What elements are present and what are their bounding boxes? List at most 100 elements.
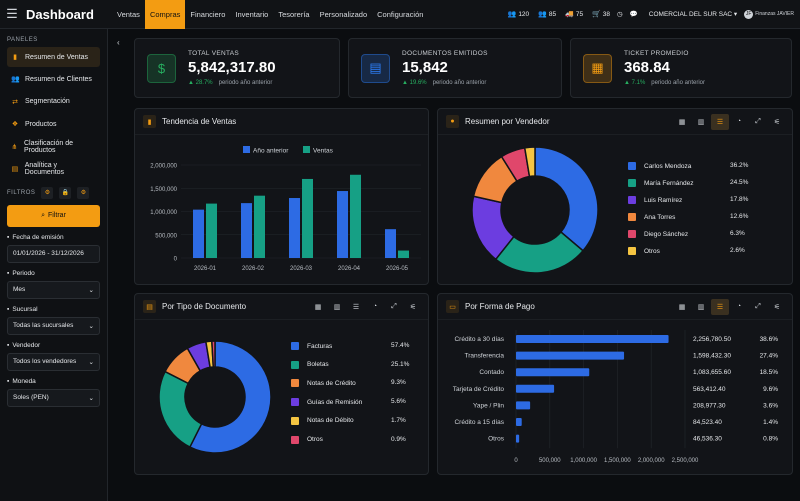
filter-button-label: Filtrar	[48, 212, 66, 220]
bar-chart-icon[interactable]: ▥	[697, 303, 705, 311]
document-donut	[158, 340, 272, 454]
filter-select[interactable]: Mes ⌄	[7, 280, 100, 299]
legend-row: Otros	[628, 247, 660, 255]
pie-chart-icon[interactable]: ◔	[736, 118, 742, 125]
legend-percent: 36.2%	[730, 162, 749, 169]
hbar-chart-icon[interactable]: ☰	[711, 298, 729, 315]
legend-row: Carlos Mendoza	[628, 162, 691, 170]
top-right: 👥 120 👥 85 🚚 75 🛒 38 ◷ 💬 COMERCIAL DEL SUR SAC …	[508, 9, 800, 19]
sidebar-item[interactable]: ▮ Resumen de Ventas	[7, 47, 100, 67]
legend-percent: 1.7%	[391, 416, 406, 424]
category-label: Transferencia	[465, 353, 505, 360]
sidebar-item[interactable]: ⇄ Segmentación	[7, 92, 100, 112]
legend-label: Ana Torres	[644, 213, 676, 221]
nav-item[interactable]: Compras	[144, 0, 186, 29]
chevron-down-icon: ⌄	[88, 322, 94, 330]
chat-icon[interactable]: 💬	[629, 11, 638, 18]
panel-vendedor: ● Resumen por Vendedor ▦ ▥ ☰ ◔ ⤢ ⚟ Carlo…	[437, 108, 793, 285]
clock-icon[interactable]: ◷	[617, 11, 623, 18]
search-icon: ⌕	[41, 211, 46, 219]
filter-label-icon: ▪	[7, 233, 10, 241]
avatar: JF	[744, 9, 754, 19]
category-label: Otros	[488, 436, 505, 443]
kpi-card: $ TOTAL VENTAS 5,842,317.80 ▲ 28.7% periodo …	[134, 38, 340, 98]
main-nav: Ventas Compras Financiero Inventario Tesorer…	[112, 0, 428, 29]
kpi-sub: ▲ 7.1% periodo año anterior	[624, 80, 705, 86]
legend-label: Carlos Mendoza	[644, 162, 692, 170]
legend-percent: 9.3%	[391, 379, 406, 387]
bar-chart-icon[interactable]: ▥	[333, 303, 341, 311]
sliders-icon[interactable]: ⚟	[409, 303, 417, 311]
top-stat[interactable]: 🛒 38	[592, 10, 611, 19]
legend-swatch	[291, 435, 299, 444]
sidebar-item[interactable]: ⋔ Clasificación de Productos	[7, 137, 100, 157]
panel-title: Tendencia de Ventas	[162, 117, 237, 126]
table-icon[interactable]: ▦	[678, 303, 686, 311]
sidebar-item-label: Segmentación	[25, 98, 70, 106]
sidebar-item[interactable]: ▤ Analítica y Documentos	[7, 159, 100, 179]
hamburger-icon[interactable]: ☰	[6, 6, 18, 21]
category-label: Crédito a 15 días	[454, 419, 504, 426]
hbar-chart-icon[interactable]: ☰	[352, 303, 360, 311]
filter-select[interactable]: Todos los vendedores ⌄	[7, 352, 100, 371]
filter-label-text: Sucursal	[12, 305, 38, 313]
pie-chart-icon[interactable]: ◔	[736, 303, 742, 310]
filter-select[interactable]: 01/01/2026 - 31/12/2026	[7, 244, 100, 263]
table-icon[interactable]: ▦	[314, 303, 322, 311]
nav-item[interactable]: Tesorería	[278, 9, 310, 19]
company-selector[interactable]: COMERCIAL DEL SUR SAC ▾	[648, 11, 738, 18]
top-stat-value: 38	[602, 10, 611, 18]
sidebar-item[interactable]: 👥 Resumen de Clientes	[7, 69, 100, 89]
y-tick-label: 2,000,000	[150, 164, 177, 170]
document-icon: ▤	[143, 300, 156, 313]
expand-icon[interactable]: ⤢	[755, 302, 761, 310]
collapse-sidebar-icon[interactable]: ‹	[117, 38, 120, 47]
panel-header: ▤ Por Tipo de Documento ▦ ▥ ☰ ◔ ⤢ ⚟	[135, 294, 428, 320]
percent-label: 3.6%	[763, 402, 778, 409]
legend-swatch	[628, 230, 636, 238]
filter-select[interactable]: Soles (PEN) ⌄	[7, 388, 100, 407]
nav-item[interactable]: Financiero	[190, 9, 226, 19]
user-menu[interactable]: JF Finanzas JAVIER	[744, 9, 794, 19]
filter-select[interactable]: Todas las sucursales ⌄	[7, 316, 100, 335]
bar-chart-icon[interactable]: ▥	[697, 118, 705, 126]
percent-label: 27.4%	[760, 353, 779, 360]
panel-header: ● Resumen por Vendedor ▦ ▥ ☰ ◔ ⤢ ⚟	[438, 109, 792, 135]
sidebar-item[interactable]: ❖ Productos	[7, 114, 100, 134]
top-stat[interactable]: 🚚 75	[565, 10, 583, 19]
sliders-icon[interactable]: ⚟	[773, 118, 781, 126]
kpi-compare: periodo año anterior	[218, 80, 273, 86]
kpi-sub: ▲ 28.7% periodo año anterior	[188, 80, 276, 86]
sliders-icon[interactable]: ⚟	[773, 303, 781, 311]
top-stats: 👥 120 👥 85 🚚 75 🛒 38	[508, 10, 611, 19]
nav-item[interactable]: Configuración	[377, 9, 424, 19]
expand-icon[interactable]: ⤢	[755, 117, 761, 125]
nav-item[interactable]: Inventario	[235, 9, 269, 19]
panel-title: Por Forma de Pago	[465, 302, 535, 311]
filter-button[interactable]: ⌕ Filtrar	[7, 204, 100, 227]
legend-percent: 24.5%	[730, 179, 749, 186]
gear-icon[interactable]: ⚙	[77, 186, 90, 199]
nav-item[interactable]: Ventas	[117, 9, 140, 19]
expand-icon[interactable]: ⤢	[391, 302, 397, 310]
legend-label: Facturas	[307, 342, 333, 350]
bar	[385, 229, 396, 258]
table-icon[interactable]: ▦	[678, 118, 686, 126]
settings-icon[interactable]: ⚙	[41, 186, 54, 199]
filter-label: ▪ Fecha de emisión	[7, 234, 100, 241]
lock-icon[interactable]: 🔒	[59, 186, 72, 199]
filter-value: Mes	[13, 286, 26, 294]
sidebar-item-label: Analítica y Documentos	[24, 161, 65, 176]
top-stat[interactable]: 👥 85	[538, 10, 556, 19]
users-icon: 👥	[11, 76, 20, 84]
pie-chart-icon[interactable]: ◔	[372, 303, 378, 310]
filter-label-icon: ▪	[7, 269, 10, 277]
nav-item[interactable]: Personalizado	[319, 9, 368, 19]
hbar-chart-icon[interactable]: ☰	[711, 113, 729, 130]
legend-label: Boletas	[307, 361, 329, 369]
top-stat[interactable]: 👥 120	[508, 10, 530, 19]
legend-label: Otros	[644, 247, 660, 255]
user-name: Finanzas JAVIER	[755, 11, 794, 17]
legend-label: Notas de Crédito	[307, 379, 356, 387]
filter-label-text: Periodo	[12, 269, 35, 277]
